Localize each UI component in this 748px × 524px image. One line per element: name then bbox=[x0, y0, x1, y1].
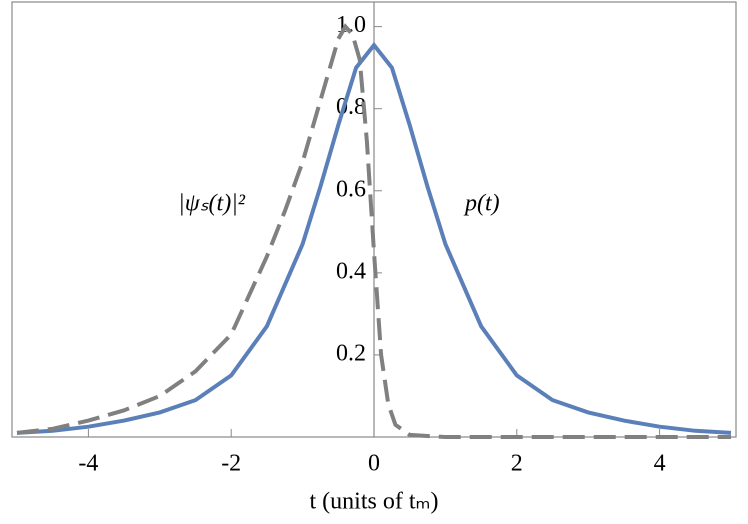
x-tick-label: 4 bbox=[654, 451, 666, 477]
series-line bbox=[16, 41, 732, 435]
series-label: p(t) bbox=[463, 191, 500, 217]
y-tick-label: 0.6 bbox=[336, 176, 366, 202]
x-tick-label: -4 bbox=[78, 451, 98, 477]
y-tick-label: 0.4 bbox=[336, 258, 366, 284]
x-axis-label: t (units of tₘ) bbox=[310, 489, 439, 515]
x-tick-label: 0 bbox=[368, 451, 380, 477]
x-tick-label: 2 bbox=[511, 451, 523, 477]
y-tick-label: 0.2 bbox=[336, 340, 366, 366]
series-line bbox=[16, 23, 731, 439]
x-tick-label: -2 bbox=[221, 451, 241, 477]
series-label: |ψₛ(t)|² bbox=[178, 191, 246, 217]
